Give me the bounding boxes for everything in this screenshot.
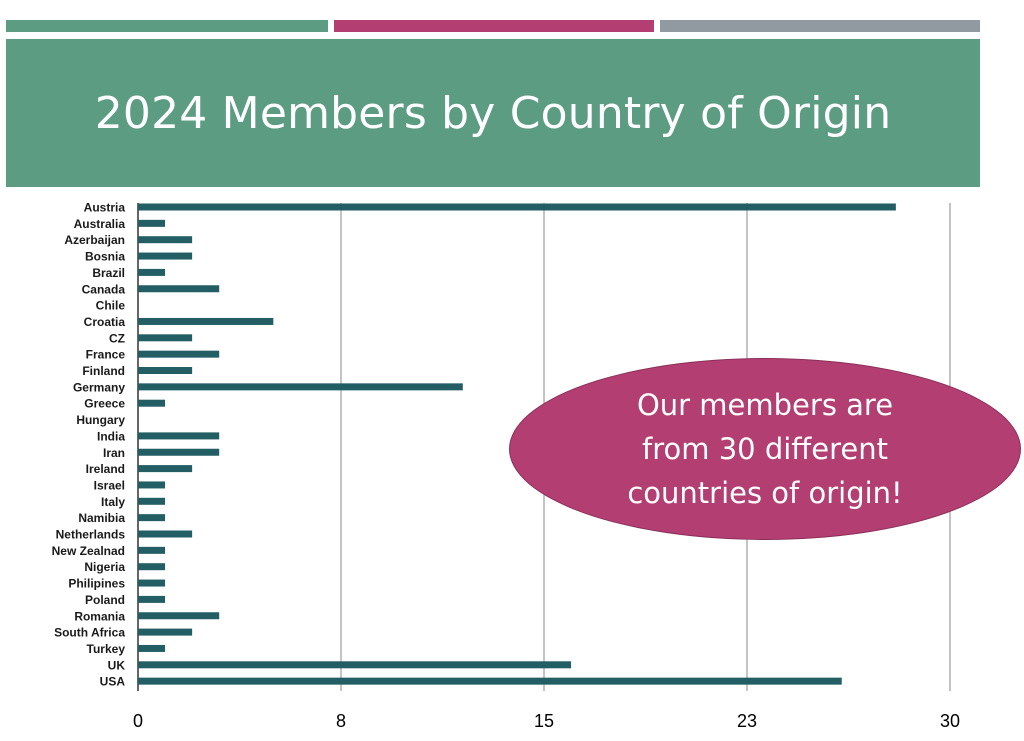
- bar-germany: [138, 383, 463, 391]
- category-label: CZ: [109, 331, 125, 345]
- category-label: Germany: [73, 380, 125, 394]
- category-label: New Zealnad: [52, 544, 125, 558]
- bar-turkey: [138, 644, 166, 652]
- bar-israel: [138, 481, 166, 489]
- category-label: Nigeria: [84, 560, 125, 574]
- bar-azerbaijan: [138, 236, 193, 244]
- category-label: Israel: [94, 478, 125, 492]
- accent-stripe-gray: [660, 20, 980, 32]
- bar-australia: [138, 219, 166, 227]
- bar-bosnia: [138, 252, 193, 260]
- category-label: Philipines: [68, 577, 125, 591]
- category-label: Poland: [85, 593, 125, 607]
- bar-romania: [138, 612, 220, 620]
- title-banner: 2024 Members by Country of Origin: [6, 39, 980, 187]
- bar-cz: [138, 334, 193, 342]
- bar-nigeria: [138, 563, 166, 571]
- category-label: Chile: [96, 299, 126, 313]
- category-label: Croatia: [84, 315, 126, 329]
- bar-south-africa: [138, 628, 193, 636]
- category-label: Bosnia: [85, 250, 125, 264]
- category-label: Turkey: [87, 642, 126, 656]
- category-label: Italy: [101, 495, 125, 509]
- bar-namibia: [138, 514, 166, 522]
- category-label: Ireland: [86, 462, 125, 476]
- category-label: Australia: [74, 217, 126, 231]
- bar-canada: [138, 285, 220, 293]
- x-tick-label: 15: [534, 711, 554, 731]
- callout-text: Our members are from 30 different countr…: [627, 388, 903, 510]
- category-label: Iran: [103, 446, 125, 460]
- x-tick-label: 23: [737, 711, 757, 731]
- category-label: Austria: [84, 201, 126, 215]
- category-label: Hungary: [76, 413, 125, 427]
- bar-croatia: [138, 317, 274, 325]
- category-label: South Africa: [54, 626, 125, 640]
- x-tick-label: 8: [336, 711, 346, 731]
- accent-stripe-green: [6, 20, 328, 32]
- bar-finland: [138, 367, 193, 374]
- category-label: Finland: [82, 364, 125, 378]
- category-label: Brazil: [92, 266, 125, 280]
- category-label: France: [86, 348, 126, 362]
- bar-austria: [138, 203, 896, 211]
- category-label: Netherlands: [56, 528, 126, 542]
- bar-india: [138, 432, 220, 440]
- bar-netherlands: [138, 530, 193, 538]
- members-bar-chart: 0 8 15 23 30 Austria Australia Azerbaijan Bosnia…: [52, 201, 960, 732]
- bar-philipines: [138, 579, 166, 587]
- bar-france: [138, 350, 220, 358]
- accent-stripe-magenta: [334, 20, 654, 32]
- bar-uk: [138, 661, 572, 669]
- category-label: UK: [108, 658, 126, 672]
- bar-ireland: [138, 465, 193, 473]
- bar-usa: [138, 677, 842, 685]
- category-label: Canada: [82, 282, 126, 296]
- callout-ellipse: Our members are from 30 different countr…: [509, 358, 1021, 540]
- category-label: Greece: [84, 397, 125, 411]
- bar-greece: [138, 399, 166, 407]
- bar-poland: [138, 595, 166, 603]
- slide-title: 2024 Members by Country of Origin: [94, 87, 892, 139]
- category-label: Romania: [74, 609, 125, 623]
- bar-brazil: [138, 268, 166, 276]
- category-label: Azerbaijan: [64, 233, 125, 247]
- bar-new-zealnad: [138, 546, 166, 554]
- bar-italy: [138, 497, 166, 505]
- category-label: Namibia: [78, 511, 125, 525]
- x-tick-label: 30: [940, 711, 960, 731]
- category-label: India: [97, 429, 125, 443]
- x-tick-label: 0: [133, 711, 143, 731]
- category-label: USA: [100, 675, 126, 689]
- bar-iran: [138, 448, 220, 456]
